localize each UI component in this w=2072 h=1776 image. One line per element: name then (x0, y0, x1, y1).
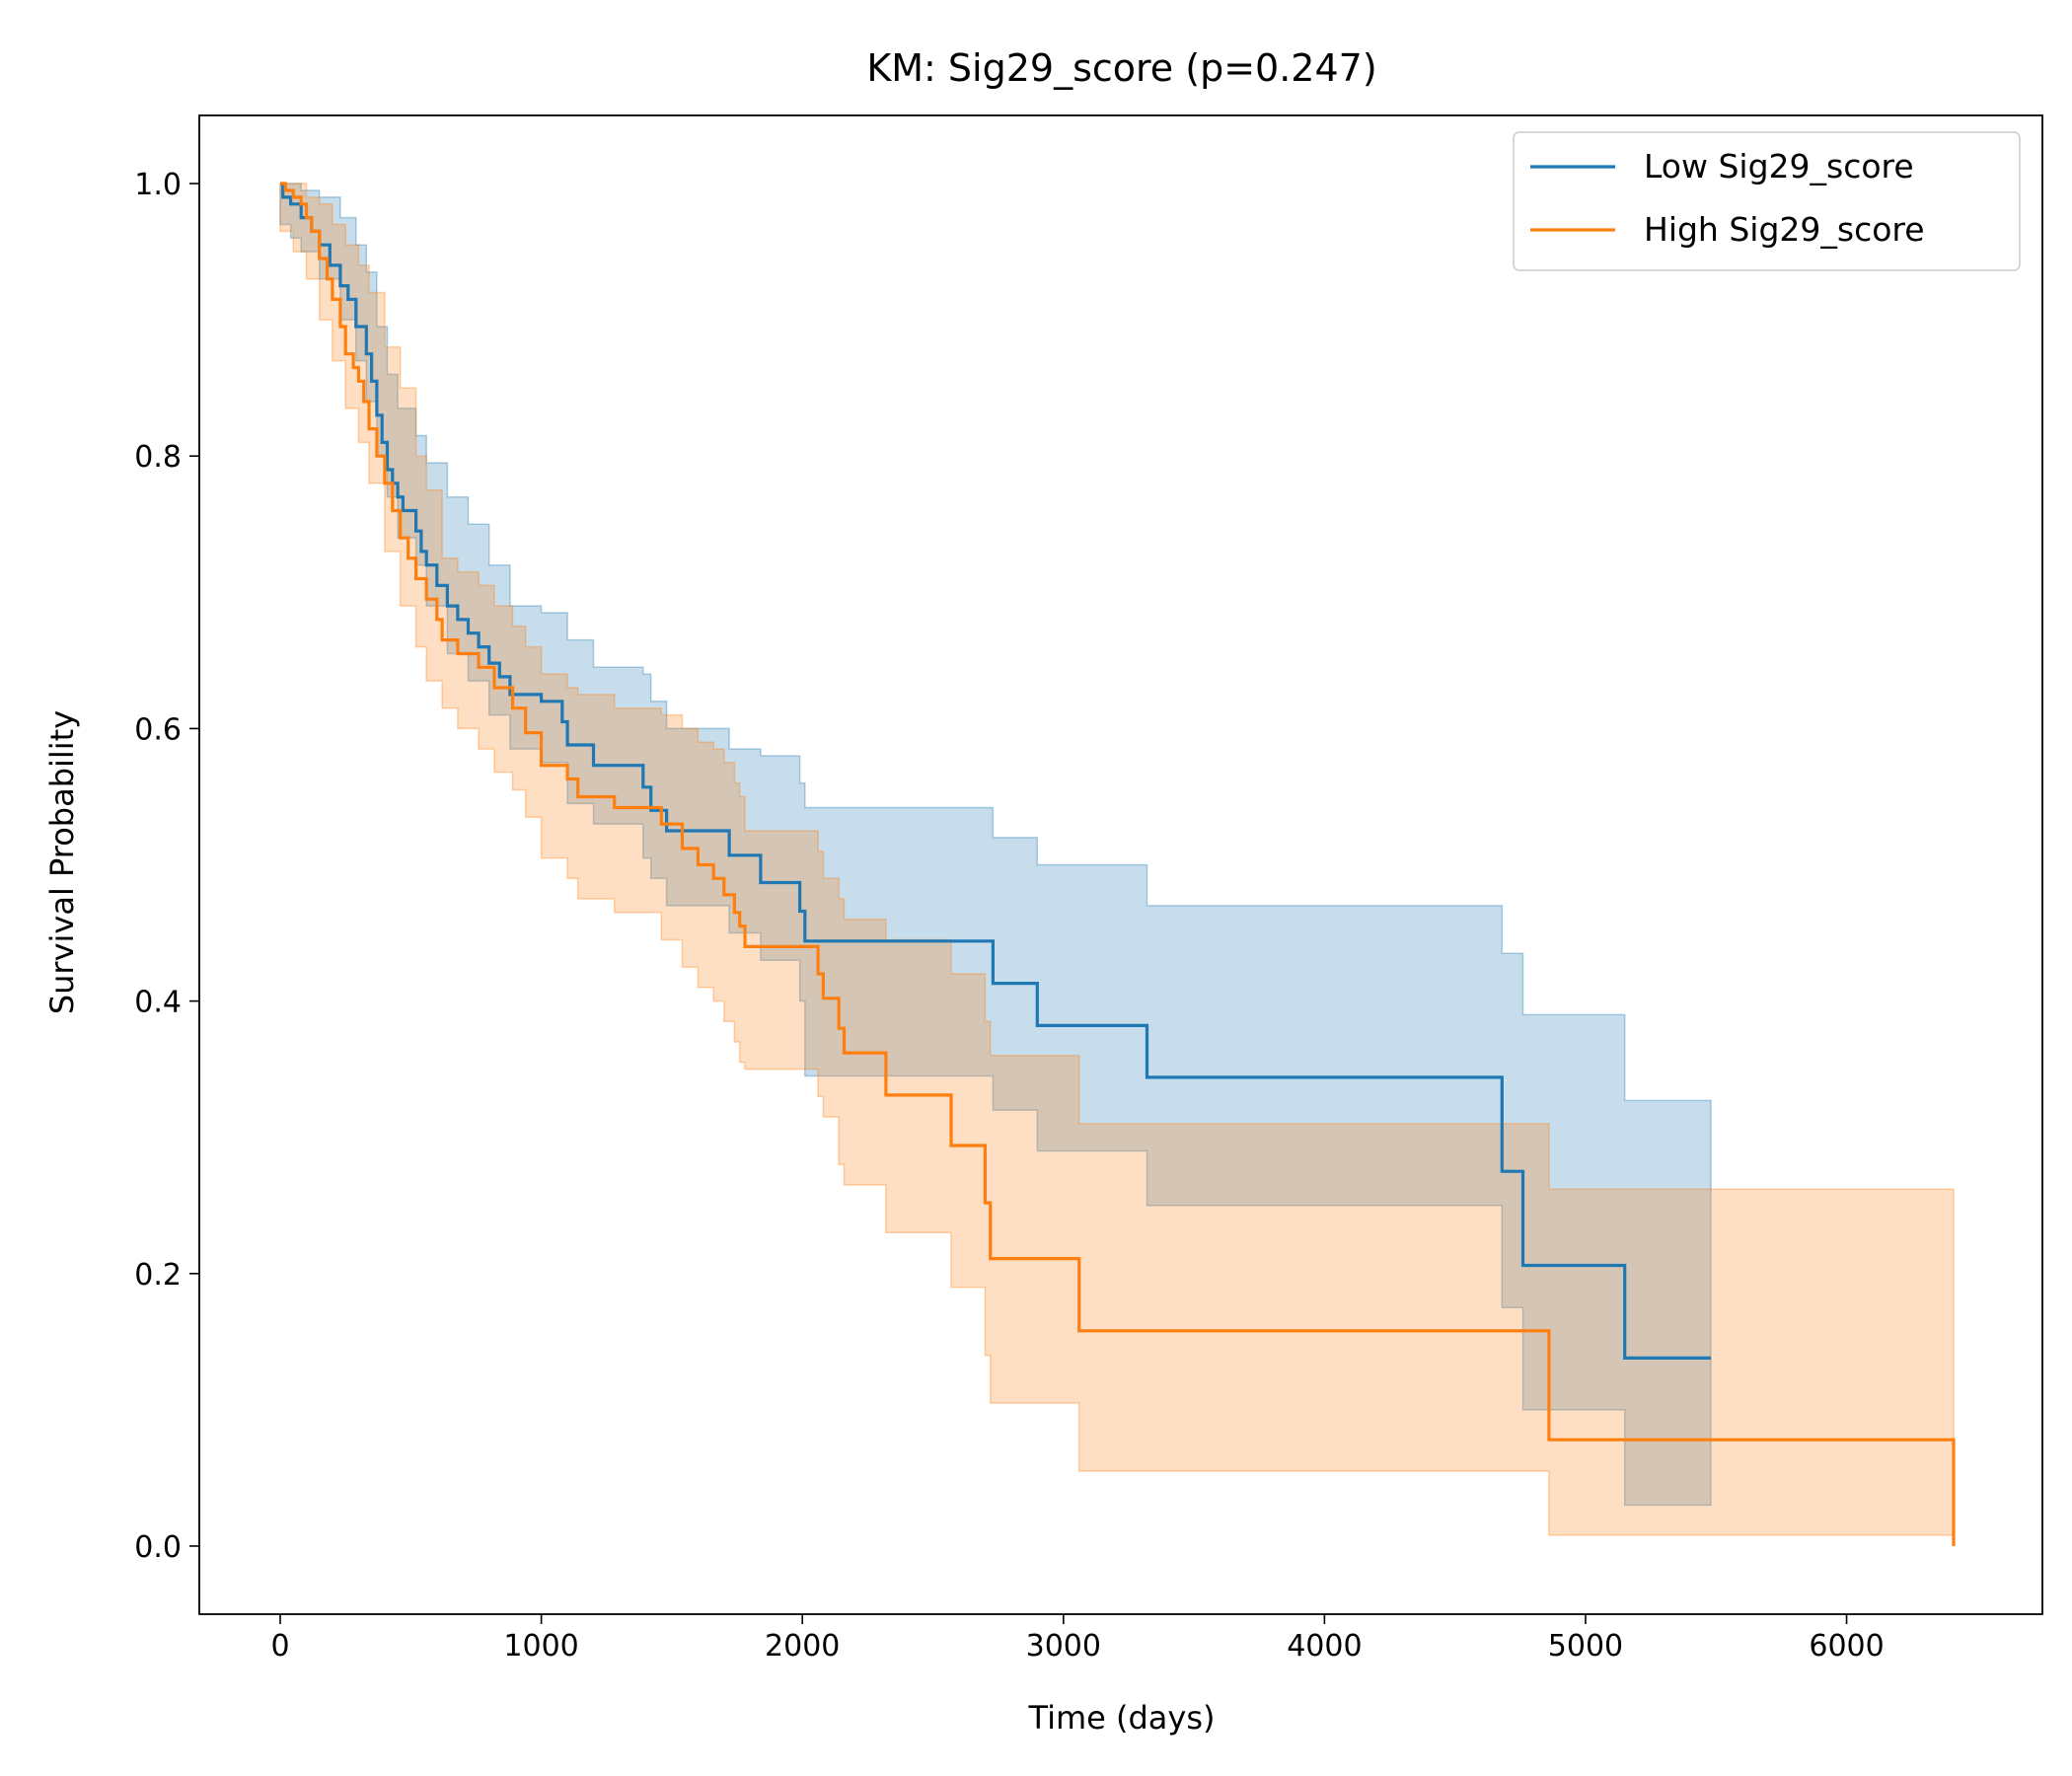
y-tick-label: 0.8 (134, 440, 182, 475)
y-tick-label: 0.2 (134, 1258, 182, 1293)
y-tick-label: 0.0 (134, 1530, 182, 1565)
confidence-bands (279, 183, 1955, 1536)
x-tick-label: 0 (270, 1629, 289, 1664)
x-tick-label: 6000 (1809, 1629, 1884, 1664)
chart-title: KM: Sig29_score (p=0.247) (866, 46, 1376, 90)
x-tick-label: 2000 (765, 1629, 840, 1664)
y-tick-label: 1.0 (134, 168, 182, 202)
x-tick-label: 3000 (1026, 1629, 1101, 1664)
legend-label-low: Low Sig29_score (1644, 147, 1914, 185)
y-tick-label: 0.4 (134, 986, 182, 1020)
y-axis-label: Survival Probability (43, 710, 81, 1014)
legend-label-high: High Sig29_score (1644, 210, 1925, 249)
plot-frame (198, 114, 2043, 1615)
survival-line-low (280, 182, 1711, 1360)
y-tick-label: 0.6 (134, 712, 182, 747)
y-axis: 0.0 0.2 0.4 0.6 0.8 1.0 (134, 168, 199, 1565)
ci-band-high (279, 183, 1955, 1536)
x-tick-label: 1000 (503, 1629, 578, 1664)
survival-line-high (280, 182, 1956, 1546)
x-axis: 0 1000 2000 3000 4000 5000 6000 (270, 1614, 1885, 1664)
survival-curves (280, 182, 1956, 1546)
x-tick-label: 4000 (1287, 1629, 1362, 1664)
x-tick-label: 5000 (1548, 1629, 1623, 1664)
x-axis-label: Time (days) (1028, 1699, 1216, 1737)
legend-box (1513, 131, 2021, 271)
plot-area (198, 114, 2043, 1615)
ci-band-low (279, 183, 1712, 1507)
legend: Low Sig29_score High Sig29_score (1513, 131, 2021, 271)
